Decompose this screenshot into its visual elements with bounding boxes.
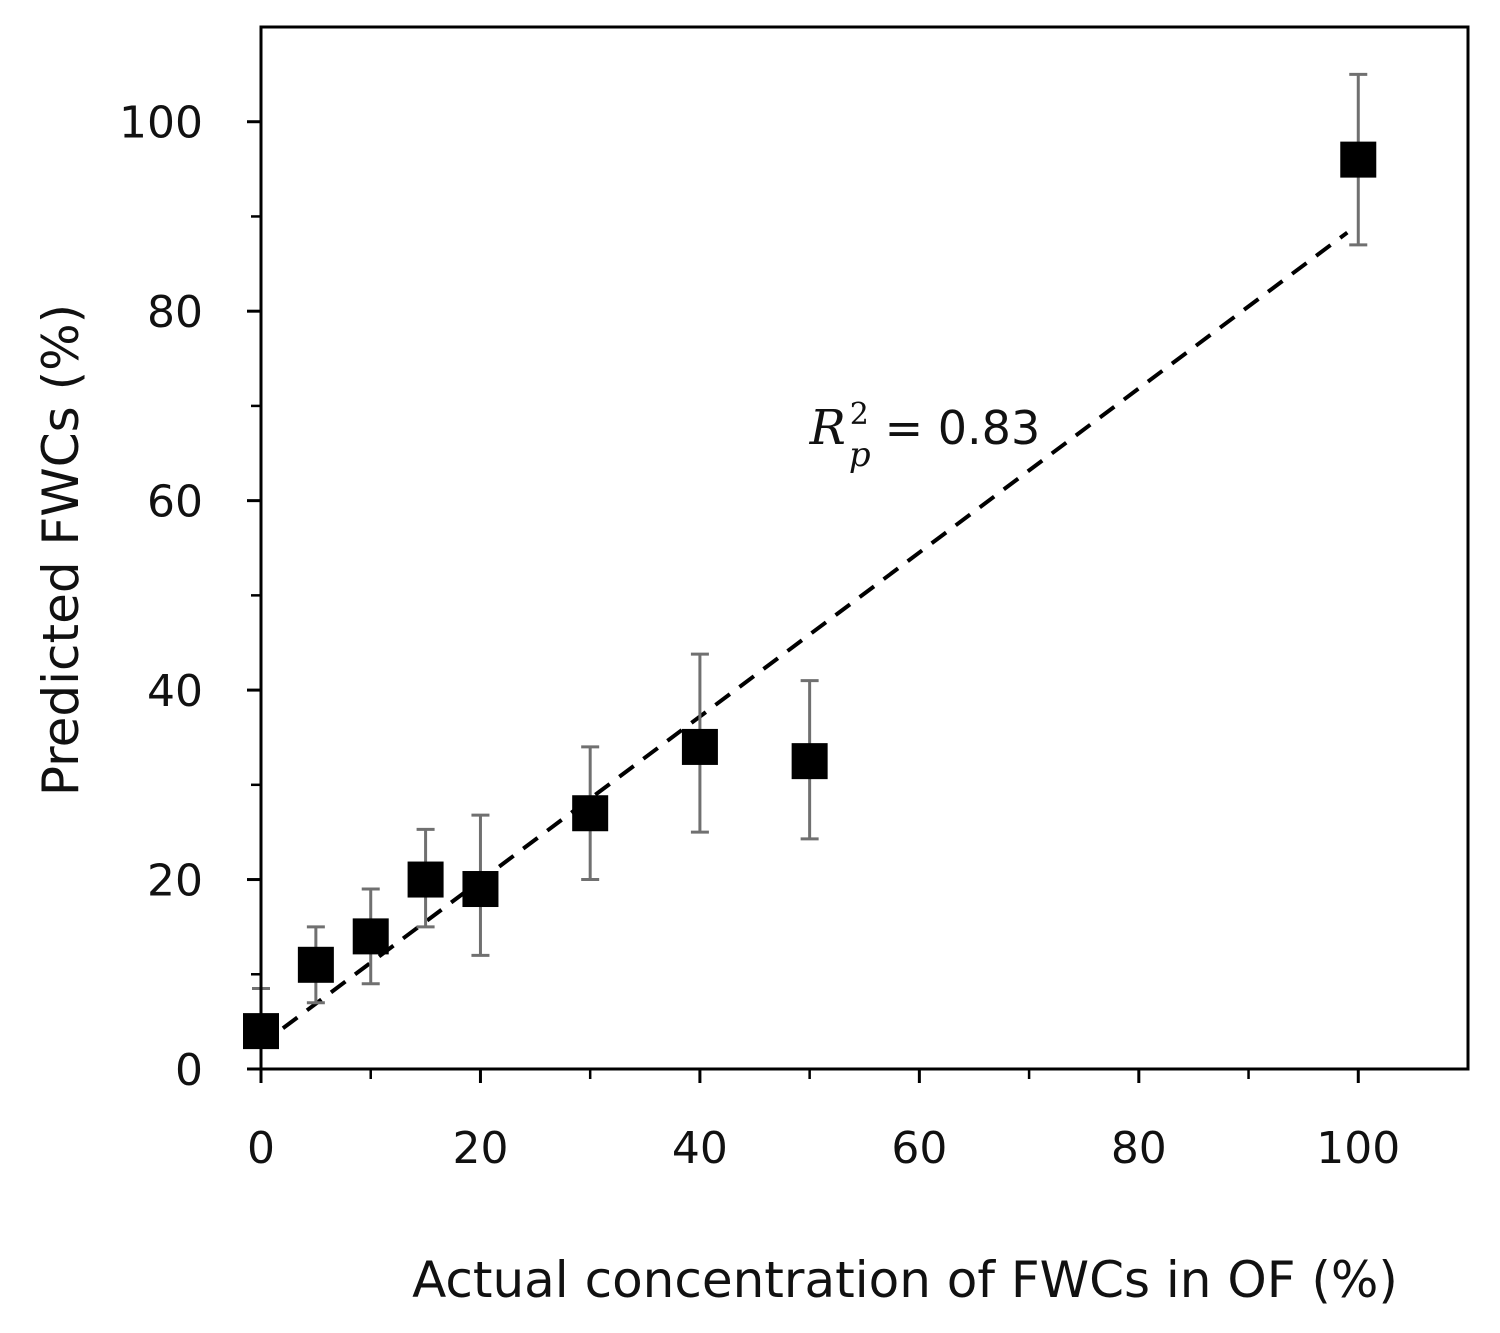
fit-line [281, 230, 1349, 1030]
x-tick-label: 80 [1111, 1123, 1167, 1174]
y-axis-title: Predicted FWCs (%) [32, 304, 90, 796]
r-squared-annotation: R 2 p = 0.83 [809, 397, 1041, 475]
y-tick-label: 100 [119, 98, 203, 149]
fit-line-layer [281, 230, 1349, 1030]
tick-label-layer: 0 20 40 60 80 100 0 20 40 60 80 100 [119, 98, 1400, 1174]
x-tick-label: 60 [891, 1123, 947, 1174]
plot-frame [259, 25, 1470, 1071]
y-tick-label: 80 [147, 287, 203, 338]
x-tick-label: 0 [247, 1123, 275, 1174]
x-tick-label: 40 [672, 1123, 728, 1174]
axes-layer [247, 25, 1470, 1083]
r-squared-subscript: p [849, 435, 871, 475]
x-tick-label: 100 [1316, 1123, 1400, 1174]
data-point [407, 861, 444, 898]
y-tick-label: 20 [147, 856, 203, 907]
data-point [1340, 141, 1377, 178]
r-squared-variable: R [809, 400, 846, 456]
data-point [572, 795, 609, 832]
data-point [681, 728, 718, 765]
data-point [352, 918, 389, 955]
r-squared-superscript: 2 [850, 397, 869, 432]
y-tick-label: 40 [147, 666, 203, 717]
data-point [462, 871, 499, 908]
r-squared-value: = 0.83 [885, 401, 1041, 455]
data-point [791, 743, 828, 780]
x-axis-title: Actual concentration of FWCs in OF (%) [412, 1251, 1398, 1309]
y-tick-label: 60 [147, 477, 203, 528]
y-tick-label: 0 [175, 1045, 203, 1096]
data-point [297, 946, 334, 983]
x-tick-label: 20 [452, 1123, 508, 1174]
